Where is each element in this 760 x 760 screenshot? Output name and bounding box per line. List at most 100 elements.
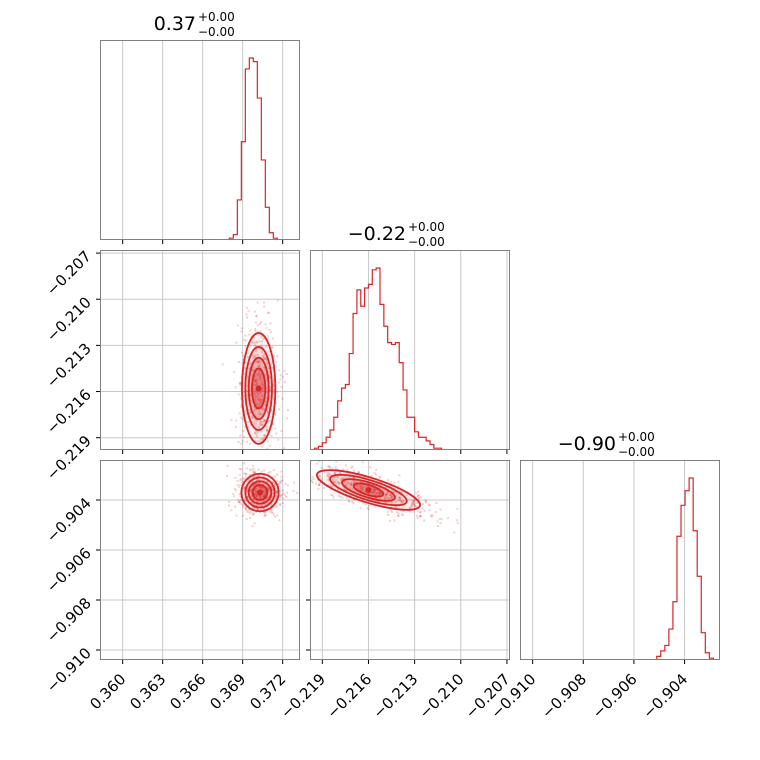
sample-point xyxy=(399,490,402,493)
sample-point xyxy=(398,490,401,493)
sample-point xyxy=(250,399,253,402)
sample-point xyxy=(286,417,289,420)
sample-point xyxy=(256,324,259,327)
sample-point xyxy=(411,499,414,502)
sample-point xyxy=(262,337,265,340)
sample-point xyxy=(359,489,362,492)
sample-point xyxy=(257,468,260,471)
sample-point xyxy=(276,501,279,504)
sample-point xyxy=(252,383,255,386)
sample-point xyxy=(342,480,345,483)
sample-point xyxy=(352,501,355,504)
sample-point xyxy=(271,481,274,484)
sample-point xyxy=(379,497,382,500)
sample-point xyxy=(396,511,399,514)
sample-point xyxy=(249,329,252,332)
sample-point xyxy=(400,491,403,494)
sample-point xyxy=(234,425,237,428)
sample-point xyxy=(263,419,266,422)
sample-point xyxy=(453,531,456,534)
sample-point xyxy=(274,483,277,486)
sample-point xyxy=(416,502,419,505)
sample-point xyxy=(269,510,272,513)
sample-point xyxy=(261,389,264,392)
sample-point xyxy=(253,512,256,515)
sample-point xyxy=(318,483,321,486)
sample-point xyxy=(241,362,244,365)
sample-point xyxy=(418,498,421,501)
panel-title-value: 0.37 xyxy=(154,13,196,35)
sample-point xyxy=(345,464,348,467)
sample-point xyxy=(456,519,459,522)
sample-point xyxy=(379,493,382,496)
grid-lines xyxy=(310,460,510,660)
x-tick-label: −0.213 xyxy=(369,670,421,722)
sample-point xyxy=(262,489,265,492)
sample-point xyxy=(280,479,283,482)
sample-point xyxy=(372,487,375,490)
sample-point xyxy=(251,495,254,498)
sample-point xyxy=(256,374,259,377)
sample-point xyxy=(247,479,250,482)
sample-point xyxy=(398,499,401,502)
sample-point xyxy=(245,339,248,342)
sample-point xyxy=(248,388,251,391)
sample-point xyxy=(246,440,249,443)
sample-point xyxy=(265,379,268,382)
sample-point xyxy=(242,391,245,394)
sample-point xyxy=(417,490,420,493)
sample-point xyxy=(349,487,352,490)
sample-point xyxy=(251,502,254,505)
sample-point xyxy=(418,497,421,500)
sample-point xyxy=(252,506,255,509)
sample-point xyxy=(248,508,251,511)
sample-point xyxy=(254,487,257,490)
sample-point xyxy=(254,493,257,496)
sample-point xyxy=(249,442,252,445)
x-tick-label: −0.904 xyxy=(639,670,691,722)
sample-point xyxy=(276,496,279,499)
y-tick-label: −0.216 xyxy=(43,386,95,438)
sample-point xyxy=(261,382,264,385)
sample-point xyxy=(239,498,242,501)
sample-point xyxy=(238,412,241,415)
sample-point xyxy=(387,497,390,500)
sample-point xyxy=(256,431,259,434)
sample-point xyxy=(317,475,320,478)
sample-point xyxy=(257,474,260,477)
sample-point xyxy=(263,515,266,518)
sample-point xyxy=(338,482,341,485)
sample-point xyxy=(263,305,266,308)
sample-point xyxy=(375,492,378,495)
sample-point xyxy=(267,502,270,505)
sample-point xyxy=(330,493,333,496)
sample-point xyxy=(278,369,281,372)
sample-point xyxy=(345,489,348,492)
sample-point xyxy=(267,488,270,491)
sample-point xyxy=(408,507,411,510)
sample-point xyxy=(339,495,342,498)
sample-point xyxy=(237,498,240,501)
sample-point xyxy=(435,511,438,514)
sample-point xyxy=(269,470,272,473)
sample-point xyxy=(275,360,278,363)
hist-param-2: −0.22 +0.00−0.00 xyxy=(310,220,510,454)
sample-point xyxy=(254,345,257,348)
sample-point xyxy=(259,378,262,381)
grid-lines xyxy=(100,250,300,450)
sample-point xyxy=(278,519,281,522)
sample-point xyxy=(363,481,366,484)
sample-point xyxy=(241,514,244,517)
sample-point xyxy=(235,341,238,344)
sample-point xyxy=(256,353,259,356)
sample-point xyxy=(245,500,248,503)
sample-point xyxy=(236,480,239,483)
sample-point xyxy=(256,507,259,510)
sample-point xyxy=(238,493,241,496)
sample-point xyxy=(266,409,269,412)
sample-point xyxy=(248,412,251,415)
sample-point xyxy=(272,389,275,392)
sample-point xyxy=(238,452,240,454)
sample-point xyxy=(252,475,255,478)
sample-point xyxy=(234,386,237,389)
